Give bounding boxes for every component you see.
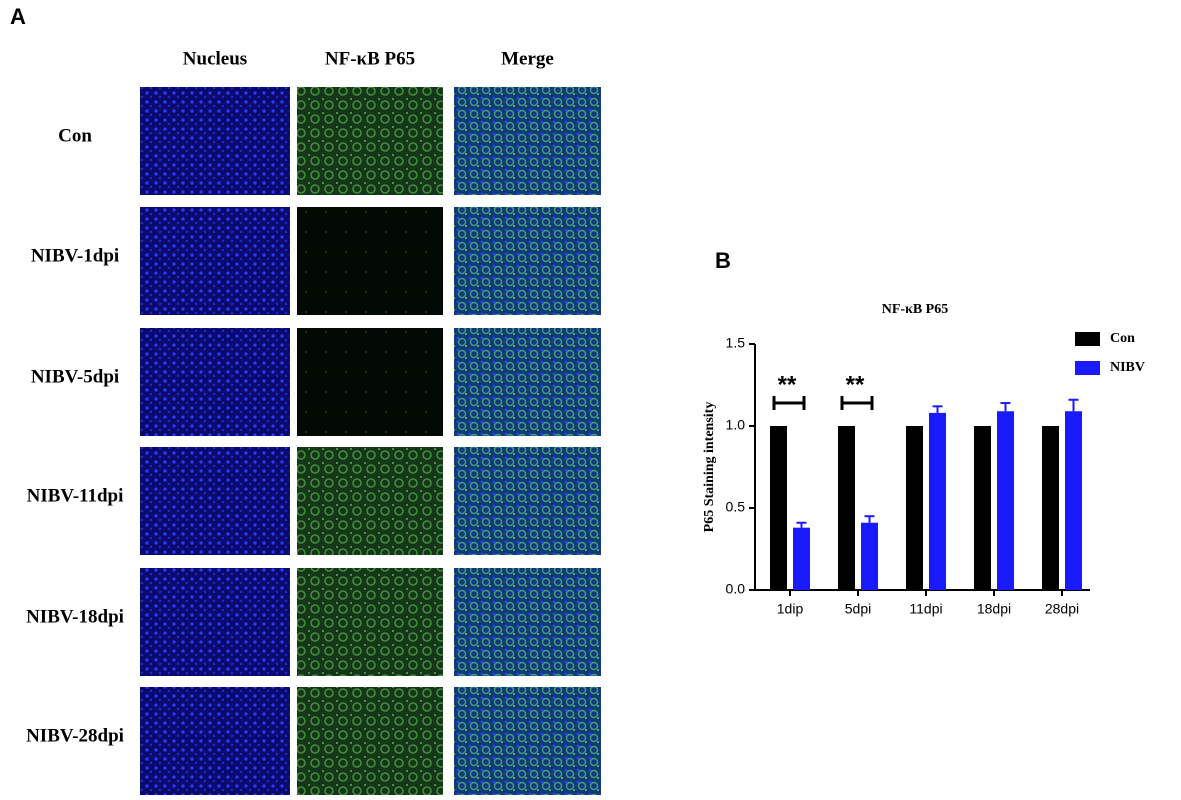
micrograph — [297, 87, 443, 195]
row-label: NIBV-18dpi — [26, 606, 124, 627]
micrograph — [140, 328, 290, 436]
y-tick-label: 0.5 — [726, 499, 746, 515]
y-tick-label: 0.0 — [726, 581, 746, 597]
y-axis-label: P65 Staining intensity — [702, 402, 717, 533]
x-tick-label: 5dpi — [845, 601, 871, 617]
legend-label: Con — [1110, 331, 1135, 346]
micrograph — [140, 447, 290, 555]
micrograph — [297, 328, 443, 436]
significance-label: ** — [846, 371, 865, 398]
legend-label: NIBV — [1110, 360, 1145, 375]
bar — [906, 426, 923, 590]
row-label: NIBV-28dpi — [26, 725, 124, 746]
significance-bracket — [772, 396, 806, 410]
y-tick-label: 1.5 — [726, 335, 746, 351]
column-header: Nucleus — [183, 48, 247, 69]
row-label: NIBV-5dpi — [31, 366, 119, 387]
column-header: NF-κB P65 — [325, 48, 415, 69]
row-label: Con — [58, 125, 92, 146]
micrograph — [140, 687, 290, 795]
micrograph — [454, 447, 601, 555]
y-tick-label: 1.0 — [726, 417, 746, 433]
micrograph — [297, 568, 443, 676]
significance-bracket — [840, 396, 874, 410]
bar — [929, 412, 946, 590]
micrograph — [297, 207, 443, 315]
micrograph — [454, 568, 601, 676]
micrograph — [454, 207, 601, 315]
x-tick-label: 11dpi — [909, 601, 942, 617]
row-label: NIBV-11dpi — [27, 485, 124, 506]
legend-swatch — [1075, 332, 1100, 346]
column-header: Merge — [501, 48, 554, 69]
row-label: NIBV-1dpi — [31, 245, 119, 266]
micrograph — [454, 328, 601, 436]
micrograph — [454, 687, 601, 795]
bar — [838, 426, 855, 590]
micrograph — [140, 87, 290, 195]
bar — [997, 411, 1014, 590]
x-tick-label: 28dpi — [1045, 601, 1079, 617]
x-tick-label: 18dpi — [977, 601, 1011, 617]
micrograph — [297, 447, 443, 555]
bar — [770, 426, 787, 590]
micrograph — [140, 207, 290, 315]
significance-label: ** — [778, 371, 797, 398]
bar — [974, 426, 991, 590]
x-tick-label: 1dip — [777, 601, 804, 617]
micrograph — [454, 87, 601, 195]
bar — [1065, 411, 1082, 590]
bar — [793, 527, 810, 590]
panel-label: A — [10, 4, 26, 29]
bar — [1042, 426, 1059, 590]
micrograph — [140, 568, 290, 676]
micrograph — [297, 687, 443, 795]
panel-label: B — [715, 248, 731, 273]
chart-title: NF-κB P65 — [882, 302, 949, 317]
bar — [861, 522, 878, 590]
legend-swatch — [1075, 361, 1100, 375]
